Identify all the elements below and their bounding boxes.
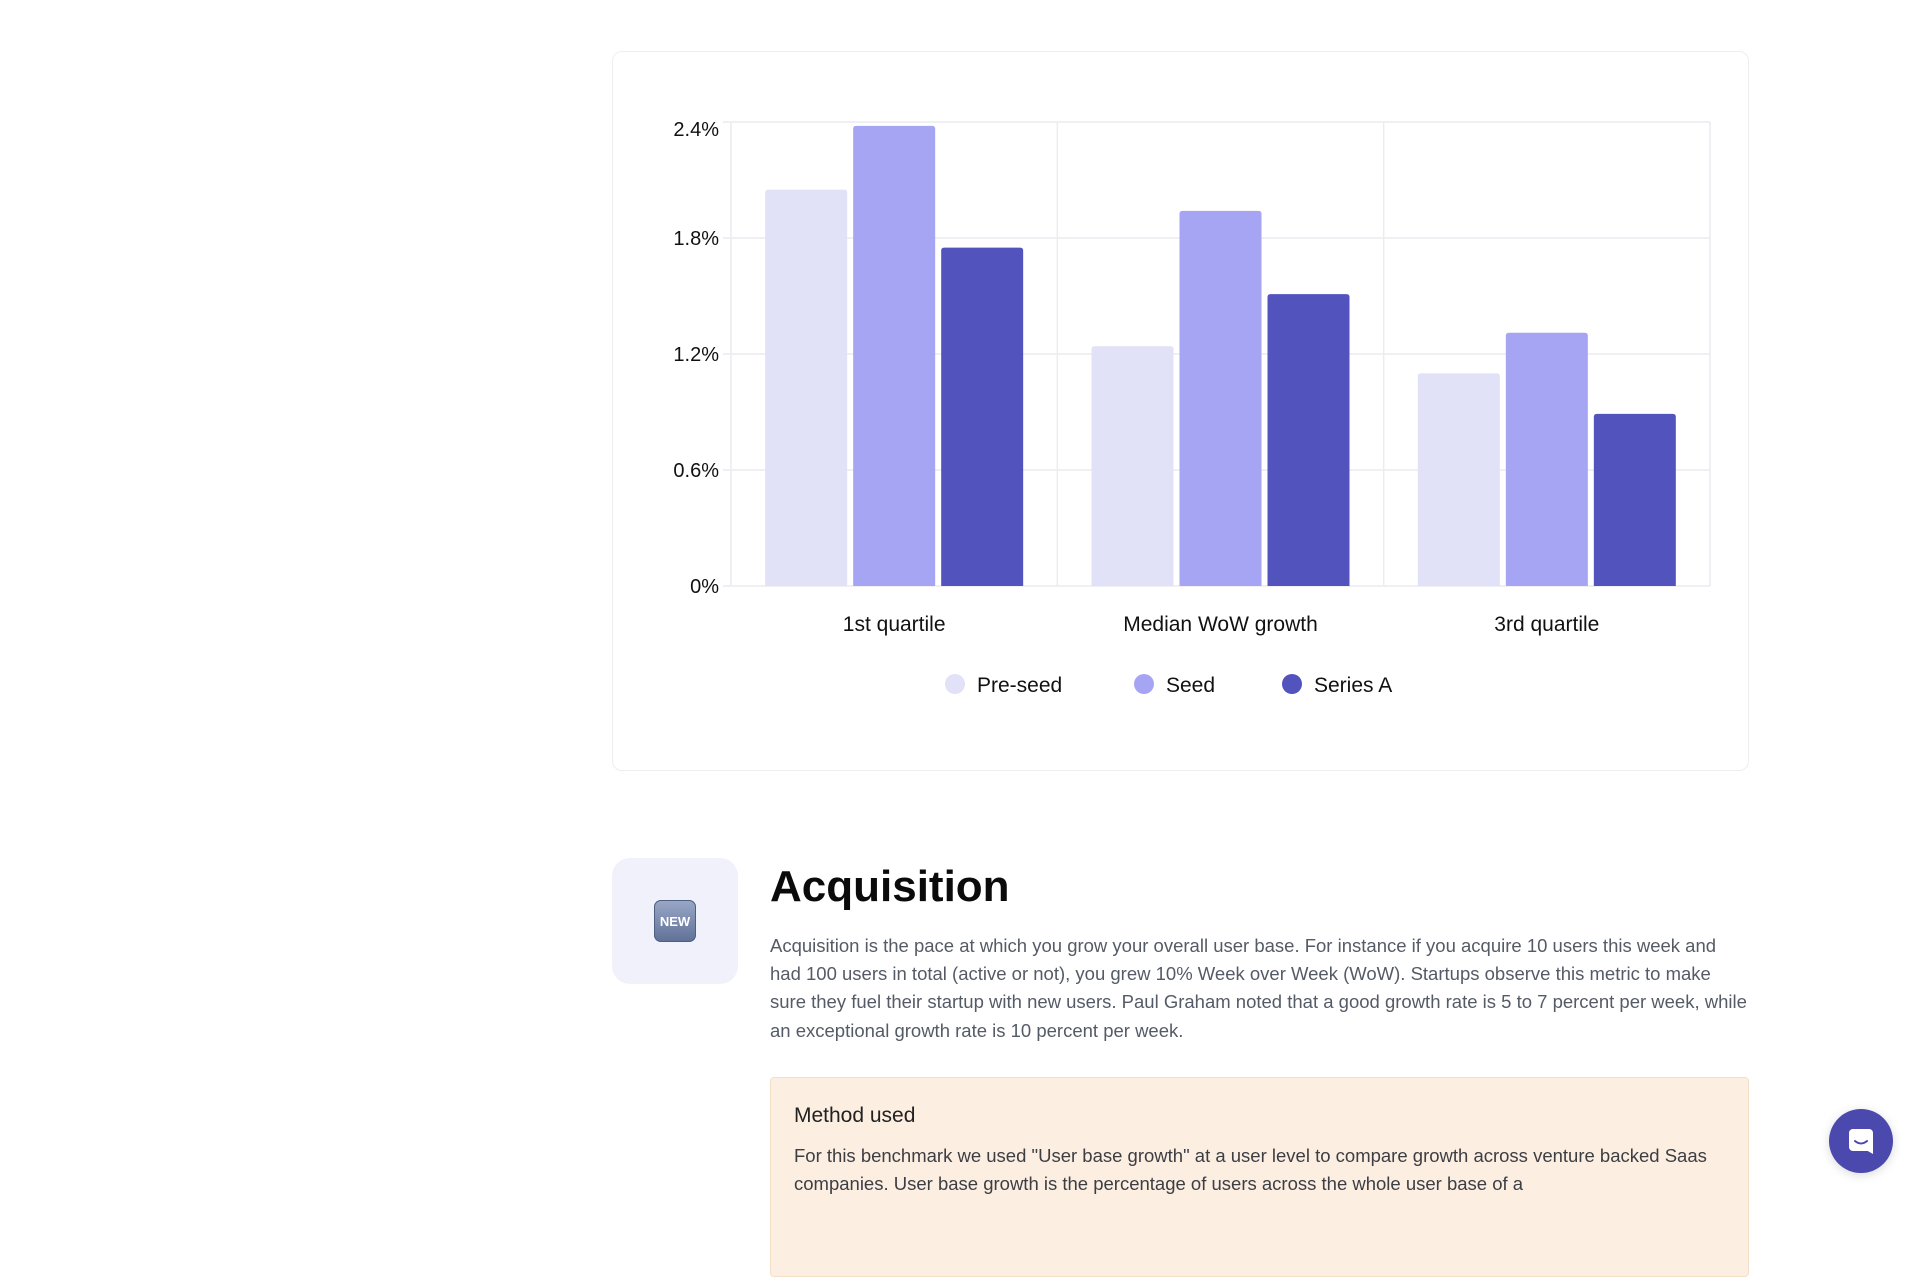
legend-swatch <box>945 674 965 694</box>
legend-swatch <box>1134 674 1154 694</box>
section-title: Acquisition <box>770 862 1010 911</box>
bar-chart: 0% 0.6% 1.2% 1.8% 2.4% 1st quartile Median WoW… <box>673 119 1711 697</box>
chat-button[interactable] <box>1829 1109 1893 1173</box>
legend-label: Seed <box>1166 674 1215 697</box>
y-tick-label: 1.2% <box>673 344 719 366</box>
legend-label: Pre-seed <box>977 674 1062 697</box>
legend-swatch <box>1282 674 1302 694</box>
y-tick-label: 0% <box>690 576 719 598</box>
x-tick-label: 3rd quartile <box>1494 613 1599 636</box>
chat-icon <box>1849 1129 1873 1154</box>
bar-pre-seed <box>765 189 848 586</box>
x-tick-label: 1st quartile <box>843 613 946 636</box>
bar-series-a <box>941 247 1024 586</box>
method-text: For this benchmark we used "User base gr… <box>794 1145 1707 1195</box>
bar-seed <box>1505 332 1588 586</box>
method-callout: Method used For this benchmark we used "… <box>770 1077 1749 1277</box>
bar-seed <box>1179 210 1262 586</box>
section-description: Acquisition is the pace at which you gro… <box>770 935 1747 1041</box>
y-tick-label: 0.6% <box>673 460 719 482</box>
y-tick-label: 1.8% <box>673 228 719 250</box>
bar-series-a <box>1593 413 1676 586</box>
method-title: Method used <box>794 1104 916 1127</box>
bar-series-a <box>1267 294 1350 586</box>
bar-seed <box>853 125 936 586</box>
bar-pre-seed <box>1417 373 1500 586</box>
new-icon: NEW <box>654 900 696 942</box>
x-tick-label: Median WoW growth <box>1123 613 1318 636</box>
y-tick-label: 2.4% <box>673 119 719 141</box>
legend-label: Series A <box>1314 674 1392 697</box>
section-icon-box: NEW <box>612 858 738 984</box>
bar-pre-seed <box>1091 346 1174 586</box>
chart-card: 0% 0.6% 1.2% 1.8% 2.4% 1st quartile Median WoW… <box>612 51 1749 771</box>
